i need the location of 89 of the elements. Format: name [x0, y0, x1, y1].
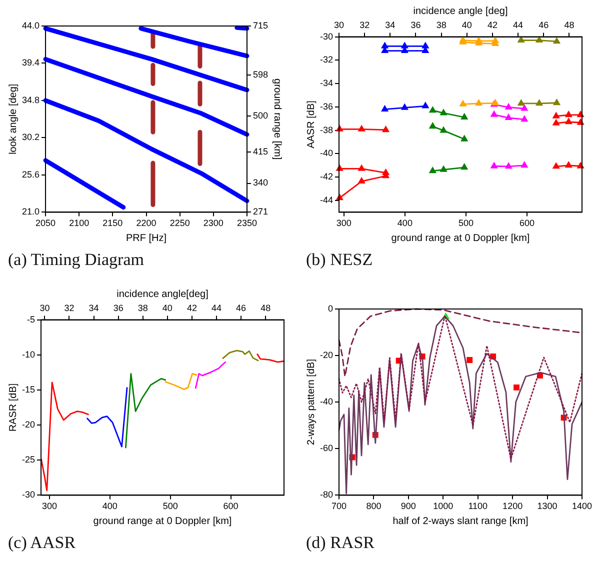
x-tick-label: 2100 [69, 218, 90, 228]
y-tick-label: -42 [320, 172, 334, 182]
x-tick-label: 2200 [136, 218, 156, 228]
y-tick-label: -15 [22, 384, 36, 394]
x-tick-label: 400 [397, 218, 412, 228]
y-tick-label: 44.0 [22, 20, 40, 30]
x-tick-label: 1400 [572, 501, 592, 512]
y-tick-label: -30 [320, 31, 334, 42]
y-tick-label: -20 [320, 350, 334, 360]
x-tick-label: 1000 [433, 501, 454, 512]
x-axis-title: ground range at 0 Doppler [km] [391, 232, 530, 244]
x-tick-label: 900 [400, 501, 416, 512]
x-tick-label: 500 [458, 218, 474, 228]
x-tick-label: 300 [42, 501, 57, 512]
x-tick-label: 700 [331, 501, 347, 512]
x-axis-title: PRF [Hz] [126, 232, 167, 244]
y-axis-title: 2-ways pattern [dB] [306, 358, 317, 446]
x2-tick-label: 48 [564, 20, 574, 30]
y-tick-label: -10 [22, 349, 36, 360]
y-tick-label: -25 [22, 454, 36, 465]
x-tick-label: 2050 [36, 218, 56, 228]
x2-tick-label: 30 [334, 20, 344, 30]
x2-tick-label: 40 [462, 20, 472, 30]
text: (b) NESZ [306, 250, 373, 270]
x-tick-label: 300 [336, 218, 352, 228]
x2-tick-label: 40 [162, 302, 172, 313]
x2-tick-label: 38 [436, 20, 446, 30]
x-tick-label: 400 [102, 501, 118, 512]
x2-tick-label: 30 [40, 302, 50, 313]
x2-tick-label: 34 [385, 20, 396, 30]
y-tick-label: -32 [320, 54, 334, 65]
x2-tick-label: 34 [88, 302, 99, 313]
y-tick-label: 21.0 [22, 206, 40, 217]
x2-tick-label: 32 [64, 302, 74, 313]
x2-tick-label: 44 [211, 302, 222, 313]
y-tick-label: -5 [26, 314, 36, 324]
y-tick-label: 25.6 [22, 169, 40, 180]
y-axis-title: look angle [deg] [8, 84, 19, 154]
y-tick-label: -36 [320, 101, 334, 112]
y2-tick-label: 415 [252, 146, 268, 156]
x-tick-label: 2350 [236, 218, 257, 228]
y-tick-label: 30.2 [22, 132, 40, 142]
x-tick-label: 600 [520, 218, 535, 228]
x2-tick-label: 44 [513, 20, 524, 30]
x2-tick-label: 48 [260, 302, 271, 313]
y-tick-label: 39.4 [22, 58, 40, 68]
y-tick-label: -34 [320, 78, 334, 88]
y2-axis-title: ground range [km] [271, 78, 282, 160]
x2-tick-label: 36 [410, 20, 421, 30]
x-tick-label: 1300 [537, 501, 558, 512]
y-tick-label: -60 [320, 443, 334, 454]
y-tick-label: -30 [22, 490, 36, 500]
y-axis-title: RASR [dB] [8, 383, 19, 432]
text: (a) Timing Diagram [8, 250, 144, 270]
x2-tick-label: 38 [138, 302, 148, 313]
x-axis-title: half of 2-ways slant range [km] [392, 516, 529, 527]
y2-tick-label: 598 [252, 70, 268, 80]
x2-axis-title: incidence angle[deg] [116, 288, 209, 300]
y2-tick-label: 500 [252, 110, 268, 121]
text: (c) AASR [8, 533, 76, 553]
x2-tick-label: 46 [236, 302, 246, 313]
x-axis-title: ground range at 0 Doppler [km] [93, 516, 232, 527]
x-tick-label: 2150 [102, 218, 123, 228]
x-tick-label: 1200 [502, 501, 523, 512]
y-axis-title: AASR [dB] [306, 100, 317, 148]
y-tick-label: -38 [320, 124, 334, 135]
y-tick-label: -80 [320, 490, 334, 500]
y-tick-label: 34.8 [22, 94, 40, 105]
y2-tick-label: 340 [252, 178, 268, 188]
x-tick-label: 500 [162, 501, 178, 512]
y-tick-label: -20 [22, 420, 36, 430]
y2-tick-label: 715 [252, 20, 268, 30]
x2-tick-label: 42 [186, 302, 197, 313]
x-tick-label: 1100 [468, 501, 488, 512]
x-tick-label: 600 [223, 501, 238, 512]
x-tick-label: 2250 [170, 218, 190, 228]
x2-axis-title: incidence angle [deg] [413, 6, 508, 17]
x2-tick-label: 32 [360, 20, 370, 30]
x2-tick-label: 46 [538, 20, 549, 30]
y2-tick-label: 271 [252, 206, 268, 217]
x-tick-label: 800 [366, 501, 382, 512]
y-tick-label: -40 [320, 148, 334, 158]
y-tick-label: -40 [320, 396, 334, 407]
x2-tick-label: 36 [113, 302, 124, 313]
x2-tick-label: 42 [487, 20, 498, 30]
text: (d) RASR [306, 533, 374, 553]
x-tick-label: 2300 [203, 218, 224, 228]
y-tick-label: 0 [328, 303, 334, 314]
y-tick-label: -44 [320, 194, 334, 205]
